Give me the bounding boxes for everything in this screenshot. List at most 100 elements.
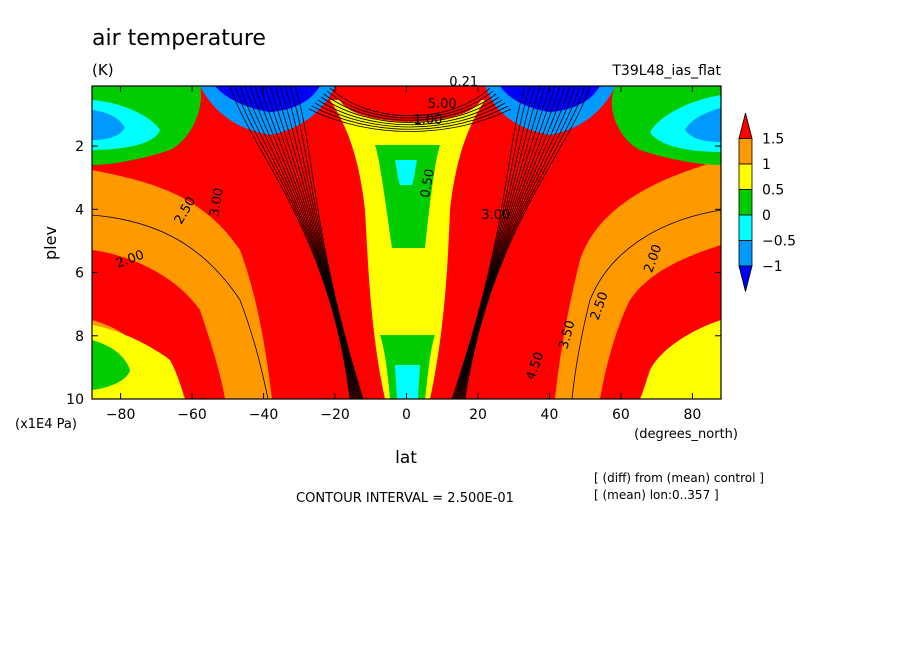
contour-fill-green-west-low: [92, 340, 130, 390]
contour-line-west: [254, 86, 356, 399]
contour-fill-yellow-east-low: [640, 320, 721, 399]
plot-area: [92, 86, 721, 399]
colorbar-swatch: [738, 265, 753, 292]
chart-title: air temperature: [92, 26, 266, 51]
contour-line-top: [323, 93, 497, 121]
contour-line-east: [459, 86, 566, 399]
contour-line-east: [464, 86, 591, 399]
contour-line-west-outer: [92, 214, 269, 399]
colorbar-swatch: [738, 214, 753, 241]
x-tick-label: −80: [106, 407, 136, 423]
colorbar-label: 1.5: [762, 132, 784, 148]
contour-line-top: [326, 90, 494, 119]
colorbar-swatch: [738, 163, 753, 190]
contour-label: 1.00: [413, 113, 442, 128]
x-tick-label: −40: [249, 407, 279, 423]
contour-fill-yellow-center: [330, 100, 485, 399]
contour-line-west: [274, 86, 360, 399]
contour-line-west: [239, 86, 353, 399]
contour-line-east: [457, 86, 556, 399]
run-label: T39L48_ias_flat: [611, 63, 721, 79]
chart-units: (K): [92, 61, 114, 79]
colorbar-swatch: [738, 138, 753, 165]
contour-line-east-outer: [571, 209, 721, 399]
contour-line-west: [279, 86, 361, 399]
contour-line-west: [289, 86, 363, 399]
y-tick-label: 10: [66, 392, 84, 408]
contour-label: 0.21: [449, 75, 478, 90]
contour-line-east: [452, 86, 531, 399]
x-tick-label: 60: [612, 407, 630, 423]
contour-line-east: [463, 86, 586, 399]
note-line-2: [ (mean) lon:0..357 ]: [594, 488, 719, 502]
contour-fill-cyan-bottom: [395, 365, 420, 399]
contour-fill-blue-east-small: [685, 108, 721, 142]
contour-line-east: [461, 86, 576, 399]
colorbar-label: −1: [762, 259, 783, 275]
contour-line-east: [451, 86, 526, 399]
colorbar: 1.5 1 0.5 0 −0.5 −1: [738, 112, 796, 292]
contour-fill-blue-dark-ne: [500, 86, 600, 112]
contour-line-west: [259, 86, 357, 399]
contour-line-east: [462, 86, 581, 399]
contour-line-east: [458, 86, 561, 399]
contour-line-west: [264, 86, 358, 399]
contour-line-west: [284, 86, 362, 399]
x-tick-label: 0: [402, 407, 411, 423]
y-tick-label: 8: [75, 329, 84, 345]
y-axis-units: (x1E4 Pa): [15, 417, 77, 432]
contour-line-east: [456, 86, 551, 399]
x-tick-label: −20: [320, 407, 350, 423]
contour-label: 3.00: [481, 208, 510, 223]
contour-line-top: [320, 96, 500, 123]
contour-fill-blue-dark-nw: [215, 86, 320, 112]
colorbar-swatch: [738, 112, 753, 139]
colorbar-label: −0.5: [762, 234, 796, 250]
colorbar-label: 0.5: [762, 183, 784, 199]
colorbar-swatch: [738, 240, 753, 267]
y-tick-label: 2: [75, 139, 84, 155]
contour-fill-red-east: [600, 245, 721, 399]
contour-line-west: [269, 86, 359, 399]
contour-line-top: [308, 108, 512, 132]
x-axis-label: lat: [395, 448, 417, 468]
contour-fill-blue-west-small: [92, 110, 125, 140]
x-axis-units: (degrees_north): [634, 427, 738, 442]
contour-fill-red-west: [92, 250, 225, 399]
contour-line-west: [249, 86, 355, 399]
contour-label: 3.00: [207, 187, 227, 218]
contour-line-top: [314, 102, 506, 128]
contour-line-east: [455, 86, 546, 399]
contour-line-east: [460, 86, 571, 399]
contour-line-west: [234, 86, 352, 399]
contour-fill-green-center: [375, 145, 440, 248]
x-tick-label: 20: [469, 407, 487, 423]
note-line-1: [ (diff) from (mean) control ]: [594, 471, 764, 485]
x-tick-label: 80: [683, 407, 701, 423]
x-axis: −80 −60 −40 −20 0 20 40 60 80: [106, 86, 701, 423]
contour-fill-cyan-center: [395, 160, 417, 185]
y-tick-label: 4: [75, 202, 84, 218]
colorbar-label: 0: [762, 208, 771, 224]
x-tick-label: 40: [541, 407, 559, 423]
contour-label: 3.50: [557, 319, 579, 351]
contour-line-top: [329, 87, 491, 117]
contour-line-west: [294, 86, 364, 399]
contour-label: 0.50: [418, 168, 438, 199]
contour-line-top: [317, 99, 503, 126]
contour-line-east: [454, 86, 541, 399]
colorbar-swatch: [738, 189, 753, 216]
colorbar-label: 1: [762, 157, 771, 173]
y-axis: 2 4 6 8 10: [66, 139, 721, 408]
contour-line-west: [229, 86, 351, 399]
y-tick-label: 6: [75, 266, 84, 282]
contour-line-east: [453, 86, 536, 399]
contour-lines: [92, 86, 721, 399]
contour-label: 5.00: [428, 97, 457, 112]
contour-interval: CONTOUR INTERVAL = 2.500E-01: [296, 491, 514, 506]
contour-line-west: [244, 86, 354, 399]
x-tick-label: −60: [177, 407, 207, 423]
contour-line-top: [311, 105, 509, 130]
y-axis-label: plev: [41, 226, 60, 260]
